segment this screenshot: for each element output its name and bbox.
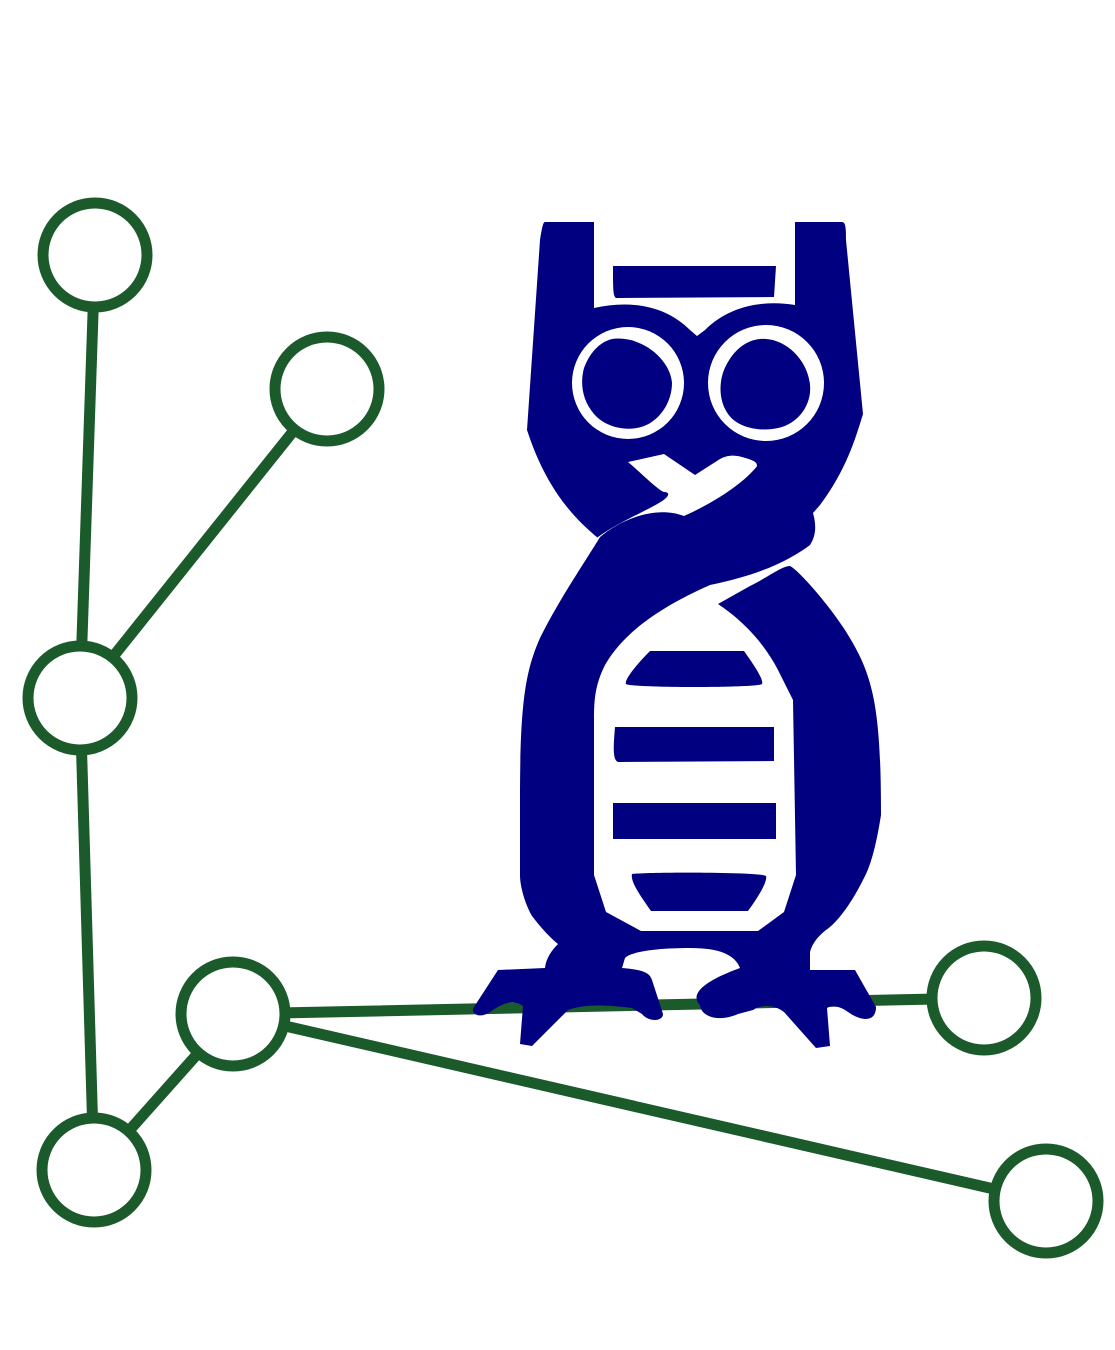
owl-icon	[472, 222, 881, 1048]
owl-belly-bar	[631, 872, 767, 911]
owl-body	[472, 462, 881, 1048]
graph-edge	[227, 1008, 1052, 1207]
owl-beak-gap	[578, 454, 757, 596]
owl-left-eye	[582, 338, 672, 429]
graph-edge	[74, 249, 101, 704]
graph-node	[22, 640, 138, 756]
owl-belly-bar	[625, 651, 763, 687]
owl-belly-bar	[613, 803, 776, 839]
graph-node	[926, 940, 1042, 1056]
owl-belly-bar	[613, 727, 774, 762]
graph-edge	[74, 692, 100, 1176]
graph-node	[269, 331, 385, 447]
graph-node	[37, 197, 153, 313]
graph-node	[175, 956, 291, 1072]
graph-node	[988, 1143, 1104, 1259]
owl-forehead-bar	[613, 266, 776, 298]
graph-node	[36, 1112, 152, 1228]
graph-edge	[74, 383, 333, 704]
graph-nodes	[22, 197, 1104, 1259]
owl-right-eye	[720, 338, 811, 430]
